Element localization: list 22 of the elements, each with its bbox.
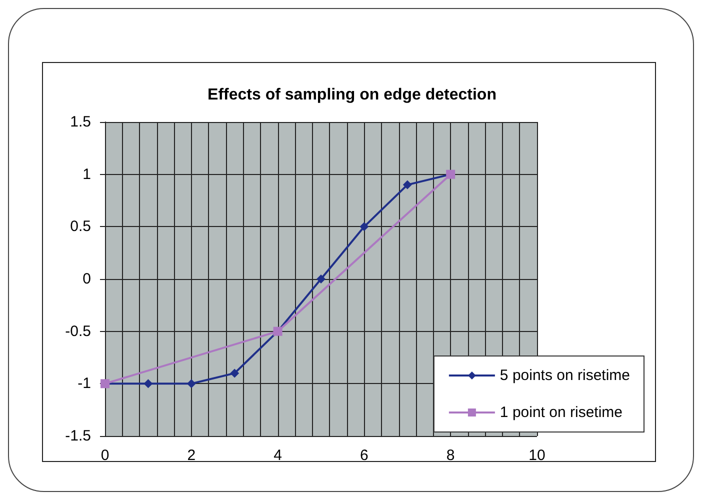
- legend-label: 1 point on risetime: [500, 404, 623, 421]
- x-tick-label: 10: [528, 447, 546, 464]
- y-tick-label: -0.5: [65, 322, 91, 340]
- x-tick-label: 2: [187, 447, 196, 464]
- y-tick-label: 1.5: [70, 114, 91, 130]
- x-tick-label: 6: [360, 447, 368, 464]
- x-tick-label: 8: [446, 447, 455, 464]
- x-tick-label: 4: [274, 447, 282, 464]
- legend-label: 5 points on risetime: [500, 367, 630, 384]
- point: [230, 368, 240, 378]
- y-tick-label: -1.5: [65, 428, 91, 444]
- y-tick-label: 0: [82, 270, 91, 288]
- point: [360, 222, 369, 232]
- point: [144, 379, 153, 388]
- x-tick-label: 0: [100, 447, 110, 464]
- chart-title: Effects of sampling on edge detection: [208, 86, 496, 104]
- y-tick-label: 1: [82, 166, 91, 183]
- y-tick-label: 0.5: [70, 218, 91, 236]
- point: [316, 274, 326, 284]
- point: [186, 379, 196, 388]
- point: [402, 180, 412, 190]
- y-tick-label: -1: [78, 375, 91, 392]
